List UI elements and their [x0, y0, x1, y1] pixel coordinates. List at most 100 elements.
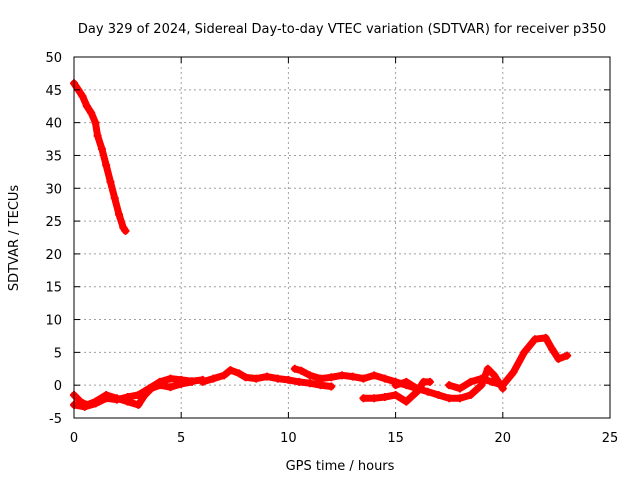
data-point: [445, 381, 454, 390]
data-point: [402, 377, 411, 386]
data-point: [434, 391, 443, 400]
series-satellite-track-1: [70, 79, 130, 235]
series-satellite-track-6: [359, 377, 434, 406]
y-tick-label: 30: [45, 182, 62, 197]
series-satellite-track-5: [290, 364, 422, 393]
data-point: [498, 381, 507, 390]
data-point: [145, 384, 154, 393]
data-point: [554, 354, 563, 363]
data-point: [262, 372, 271, 381]
data-point: [273, 374, 282, 383]
data-point: [115, 210, 124, 219]
y-tick-label: 10: [45, 314, 62, 329]
x-tick-label: 25: [602, 431, 619, 446]
series-satellite-track-7: [391, 364, 507, 403]
data-point: [402, 397, 411, 406]
data-point: [466, 391, 475, 400]
data-point: [370, 394, 379, 403]
data-point: [87, 108, 96, 117]
data-point: [425, 377, 434, 386]
chart-title: Day 329 of 2024, Sidereal Day-to-day VTE…: [78, 22, 606, 37]
data-point: [102, 394, 111, 403]
data-point: [305, 371, 314, 380]
data-point: [530, 335, 539, 344]
data-point: [477, 374, 486, 383]
data-point: [226, 366, 235, 375]
data-point: [455, 394, 464, 403]
series-satellite-track-8: [445, 333, 572, 393]
axis-ticks: 0 5 10 15 20 25 -5 0 5 10 15 20 25 30 35 40 45 50: [45, 51, 618, 446]
data-point: [235, 369, 244, 378]
data-point: [284, 375, 293, 384]
data-point: [413, 384, 422, 393]
data-point: [359, 394, 368, 403]
y-tick-label: 20: [45, 248, 62, 263]
data-point: [134, 400, 143, 409]
y-tick-label: -5: [49, 412, 62, 427]
data-point: [252, 374, 261, 383]
data-point: [220, 371, 229, 380]
data-point: [423, 387, 432, 396]
data-point: [380, 374, 389, 383]
x-tick-label: 10: [280, 431, 297, 446]
data-point: [297, 366, 306, 375]
data-point: [338, 371, 346, 380]
y-axis-label: SDTVAR / TECUs: [7, 185, 22, 292]
data-point: [509, 368, 518, 377]
data-point: [80, 402, 89, 411]
data-point: [466, 377, 475, 386]
y-tick-label: 15: [45, 281, 62, 296]
x-tick-label: 5: [177, 431, 185, 446]
grid: [74, 57, 610, 418]
data-point: [166, 383, 175, 392]
series-line: [70, 79, 129, 235]
data-point: [488, 377, 497, 386]
data-point: [102, 161, 111, 170]
series-line: [392, 365, 507, 402]
data-point: [78, 92, 87, 101]
data-point: [177, 375, 186, 384]
y-tick-label: 0: [54, 379, 62, 394]
data-point: [121, 226, 130, 235]
data-point: [209, 374, 218, 383]
y-tick-label: 5: [54, 346, 62, 361]
data-point: [370, 371, 379, 380]
x-tick-label: 20: [495, 431, 512, 446]
data-point: [91, 399, 100, 408]
data-point: [295, 377, 304, 386]
data-point: [134, 391, 143, 400]
data-point: [91, 118, 100, 127]
data-point: [241, 373, 250, 382]
data-point: [380, 392, 389, 401]
data-point: [327, 373, 336, 382]
data-point: [110, 194, 119, 203]
data-point: [490, 371, 499, 380]
data-series-group: [70, 79, 572, 411]
x-axis-label: GPS time / hours: [286, 459, 395, 474]
data-point: [359, 374, 368, 383]
data-point: [97, 144, 106, 153]
data-point: [166, 374, 175, 383]
data-point: [82, 102, 91, 111]
data-point: [483, 364, 492, 373]
y-tick-label: 25: [45, 215, 62, 230]
x-tick-label: 0: [70, 431, 78, 446]
data-point: [445, 394, 454, 403]
data-point: [455, 384, 464, 393]
data-point: [316, 374, 325, 383]
data-point: [348, 372, 357, 381]
series-satellite-track-4: [198, 366, 336, 391]
data-point: [563, 351, 572, 360]
data-point: [123, 392, 132, 401]
y-tick-label: 50: [45, 51, 62, 66]
data-point: [112, 395, 121, 404]
data-point: [541, 333, 550, 342]
y-tick-label: 35: [45, 149, 62, 164]
data-point: [290, 364, 299, 373]
data-point: [155, 377, 164, 386]
data-point: [93, 131, 102, 140]
y-tick-label: 40: [45, 117, 62, 132]
series-satellite-track-3: [70, 374, 207, 411]
data-point: [327, 382, 336, 391]
